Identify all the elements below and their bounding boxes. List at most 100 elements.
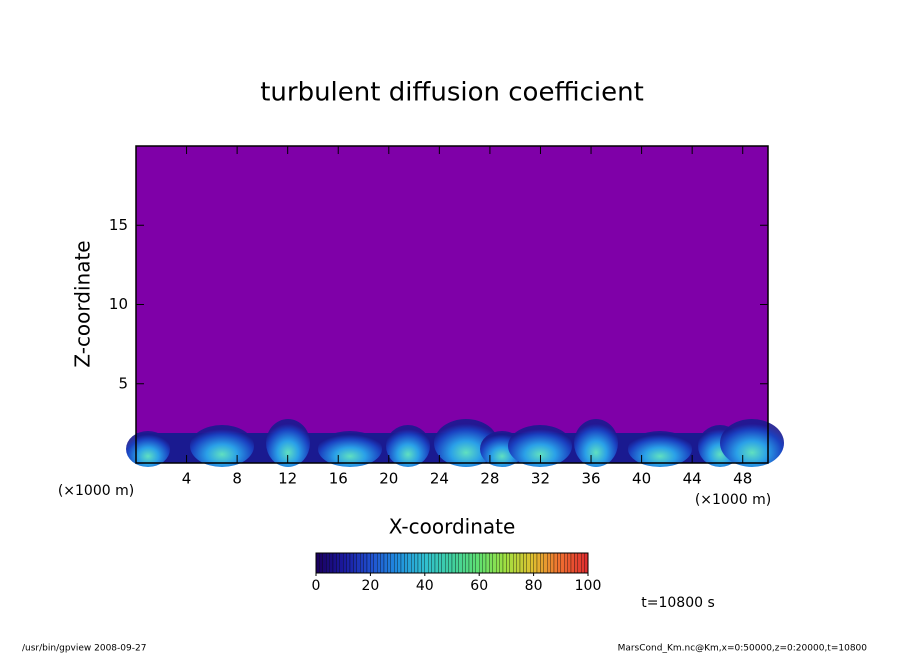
colorbar-swatch xyxy=(332,552,337,574)
colorbar-swatch xyxy=(577,552,582,574)
field-background xyxy=(136,146,768,463)
colorbar-swatch xyxy=(445,552,449,574)
colorbar-swatch xyxy=(509,552,514,574)
colorbar-swatch xyxy=(553,552,558,574)
turbulent-plume xyxy=(508,425,572,467)
colorbar-swatch xyxy=(506,552,510,574)
colorbar-swatch xyxy=(496,552,500,574)
colorbar-swatch xyxy=(407,552,412,574)
colorbar-swatch xyxy=(489,552,493,574)
colorbar-swatch xyxy=(570,552,575,574)
colorbar-swatch xyxy=(564,552,568,574)
colorbar-swatch xyxy=(547,552,551,574)
colorbar-swatch xyxy=(472,552,476,574)
colorbar-swatch xyxy=(550,552,555,574)
colorbar-swatch xyxy=(343,552,347,574)
colorbar-tick-label: 40 xyxy=(416,578,434,594)
colorbar-swatch xyxy=(584,552,589,574)
colorbar-swatch xyxy=(339,552,344,574)
colorbar-swatch xyxy=(431,552,436,574)
colorbar-swatch xyxy=(462,552,466,574)
colorbar-swatch xyxy=(492,552,497,574)
colorbar-swatch xyxy=(370,552,374,574)
colorbar-swatch xyxy=(428,552,432,574)
colorbar-swatch xyxy=(366,552,371,574)
x-tick-label: 36 xyxy=(581,470,600,488)
colorbar-swatch xyxy=(394,552,398,574)
turbulent-plume xyxy=(190,425,254,467)
colorbar-tick-label: 60 xyxy=(470,578,488,594)
colorbar-swatch xyxy=(458,552,463,574)
colorbar-swatch xyxy=(315,552,320,574)
colorbar-frame xyxy=(315,552,589,574)
y-axis-label: Z-coordinate xyxy=(71,240,95,367)
colorbar-swatch xyxy=(513,552,517,574)
colorbar-swatch xyxy=(540,552,544,574)
turbulent-plume xyxy=(386,425,430,467)
x-axis-label: X-coordinate xyxy=(389,515,516,539)
x-tick-label: 8 xyxy=(232,470,242,488)
colorbar-swatch xyxy=(567,552,572,574)
time-label: t=10800 s xyxy=(641,595,715,611)
x-tick-label: 20 xyxy=(379,470,398,488)
colorbar-swatch xyxy=(417,552,422,574)
colorbar-swatch xyxy=(455,552,459,574)
colorbar-swatch xyxy=(536,552,541,574)
colorbar-swatch xyxy=(353,552,357,574)
colorbar-swatch xyxy=(485,552,490,574)
colorbar-swatch xyxy=(329,552,334,574)
colorbar-swatch xyxy=(560,552,565,574)
colorbar-swatch xyxy=(411,552,415,574)
colorbar-swatch xyxy=(363,552,368,574)
y-tick-label: 15 xyxy=(109,216,128,234)
colorbar-swatch xyxy=(434,552,439,574)
x-tick-label: 44 xyxy=(683,470,702,488)
x-tick-label: 28 xyxy=(480,470,499,488)
footer-right: MarsCond_Km.nc@Km,x=0:50000,z=0:20000,t=… xyxy=(618,644,868,654)
colorbar-swatch xyxy=(377,552,381,574)
footer-left: /usr/bin/gpview 2008-09-27 xyxy=(22,644,146,654)
colorbar-swatch xyxy=(424,552,429,574)
x-tick-label: 4 xyxy=(182,470,192,488)
colorbar-swatch xyxy=(468,552,473,574)
colorbar-swatch xyxy=(322,552,327,574)
colorbar-swatch xyxy=(360,552,364,574)
x-unit-left: (×1000 m) xyxy=(58,483,134,499)
colorbar-swatch xyxy=(448,552,453,574)
colorbar-swatch xyxy=(523,552,527,574)
colorbar-swatch xyxy=(581,552,585,574)
x-tick-label: 48 xyxy=(733,470,752,488)
colorbar-swatch xyxy=(383,552,388,574)
colorbar-swatch xyxy=(346,552,351,574)
colorbar: 0 20 40 60 80 100 xyxy=(312,552,602,594)
colorbar-swatch xyxy=(499,552,504,574)
turbulent-plume xyxy=(720,419,784,467)
turbulent-plume xyxy=(126,431,170,467)
colorbar-swatch xyxy=(543,552,548,574)
colorbar-swatch xyxy=(479,552,483,574)
x-tick-label: 40 xyxy=(632,470,651,488)
x-unit-right: (×1000 m) xyxy=(695,492,771,508)
colorbar-swatch xyxy=(574,552,578,574)
colorbar-swatch xyxy=(421,552,425,574)
colorbar-swatch xyxy=(349,552,354,574)
colorbar-tick-label: 100 xyxy=(575,578,602,594)
turbulent-plume xyxy=(318,431,382,467)
colorbar-swatch xyxy=(400,552,405,574)
colorbar-swatch xyxy=(414,552,419,574)
colorbar-swatch xyxy=(390,552,395,574)
colorbar-swatch xyxy=(451,552,456,574)
x-tick-label: 32 xyxy=(531,470,550,488)
colorbar-tick-label: 0 xyxy=(312,578,321,594)
colorbar-swatch xyxy=(380,552,385,574)
turbulent-plume xyxy=(628,431,692,467)
colorbar-swatch xyxy=(502,552,507,574)
colorbar-swatch xyxy=(557,552,561,574)
colorbar-swatch xyxy=(336,552,340,574)
y-tick-label: 10 xyxy=(109,295,128,313)
colorbar-swatch xyxy=(516,552,521,574)
colorbar-swatch xyxy=(404,552,408,574)
colorbar-swatch xyxy=(397,552,402,574)
x-tick-label: 16 xyxy=(329,470,348,488)
